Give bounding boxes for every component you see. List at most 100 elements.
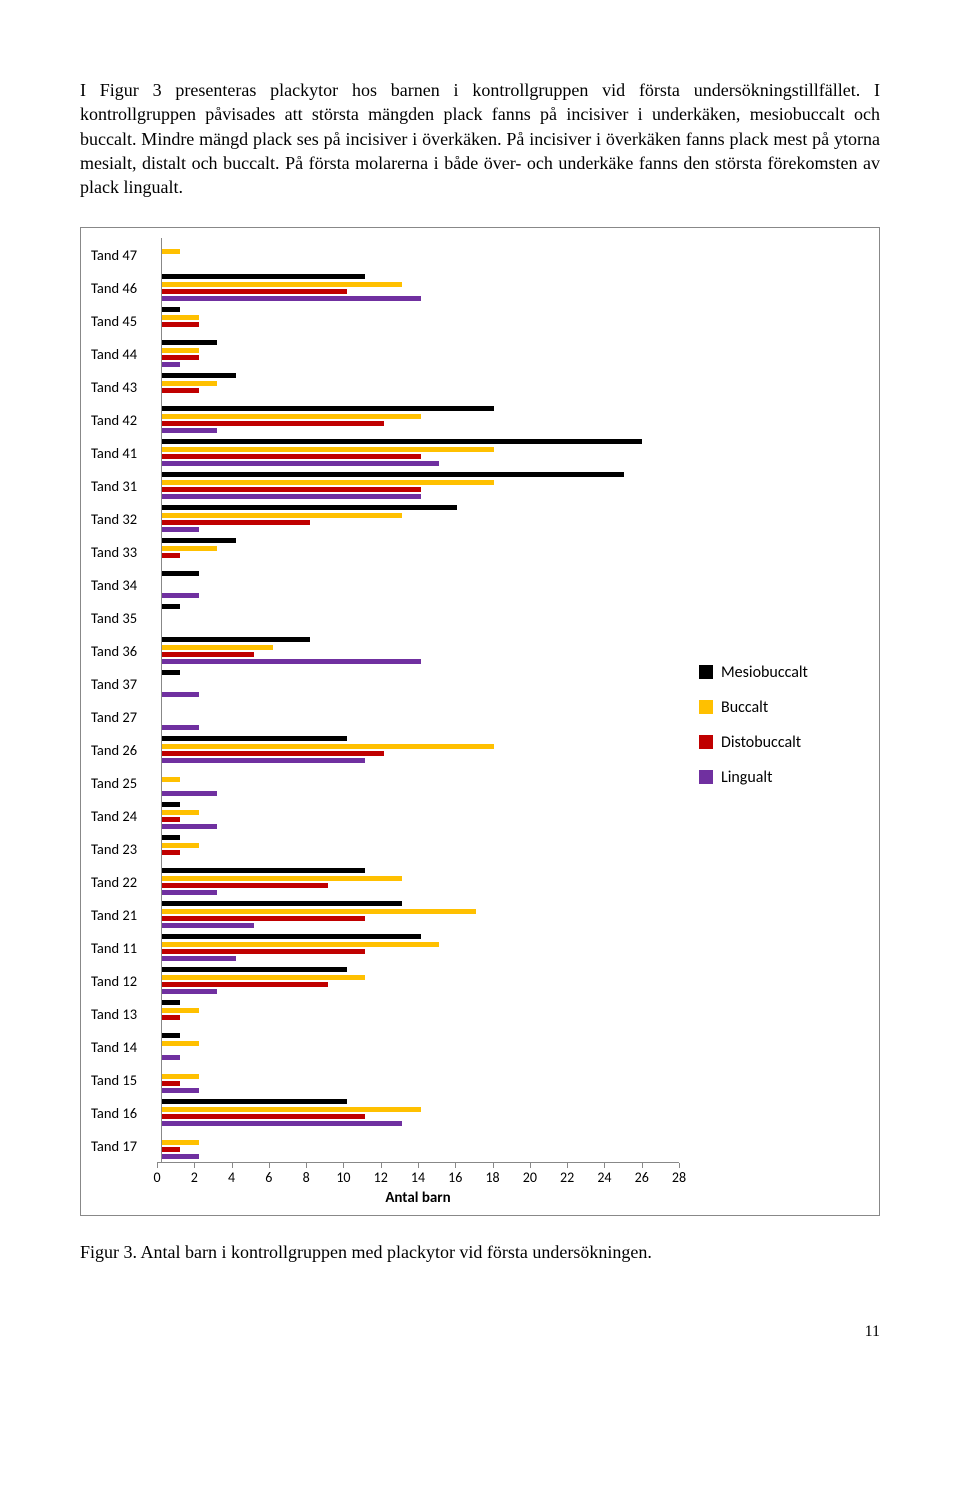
bar xyxy=(162,538,236,543)
bar xyxy=(162,1033,180,1038)
bars-cell xyxy=(161,931,679,964)
category-row: Tand 27 xyxy=(91,700,679,733)
bar xyxy=(162,645,273,650)
bars-cell xyxy=(161,1063,679,1096)
category-label: Tand 36 xyxy=(91,642,161,660)
category-row: Tand 42 xyxy=(91,403,679,436)
category-label: Tand 13 xyxy=(91,1005,161,1023)
bar xyxy=(162,934,421,939)
x-tick-label: 2 xyxy=(191,1169,198,1186)
bar xyxy=(162,901,402,906)
bars-cell xyxy=(161,667,679,700)
chart-container: Tand 47Tand 46Tand 45Tand 44Tand 43Tand … xyxy=(80,227,880,1216)
x-tick-label: 4 xyxy=(228,1169,235,1186)
x-tick-label: 24 xyxy=(597,1169,611,1186)
category-label: Tand 46 xyxy=(91,279,161,297)
legend-item: Lingualt xyxy=(699,768,869,787)
category-row: Tand 25 xyxy=(91,766,679,799)
bar xyxy=(162,307,180,312)
category-label: Tand 25 xyxy=(91,774,161,792)
bar xyxy=(162,546,217,551)
category-label: Tand 12 xyxy=(91,972,161,990)
bar xyxy=(162,593,199,598)
bar xyxy=(162,1008,199,1013)
bar xyxy=(162,949,365,954)
bar xyxy=(162,942,439,947)
x-tick-label: 16 xyxy=(448,1169,462,1186)
bar xyxy=(162,835,180,840)
chart-legend: MesiobuccaltBuccaltDistobuccaltLingualt xyxy=(679,238,869,1211)
bar xyxy=(162,791,217,796)
category-row: Tand 17 xyxy=(91,1129,679,1162)
bars-cell xyxy=(161,634,679,667)
bar xyxy=(162,428,217,433)
legend-item: Buccalt xyxy=(699,698,869,717)
bar xyxy=(162,1147,180,1152)
category-row: Tand 33 xyxy=(91,535,679,568)
legend-label: Distobuccalt xyxy=(721,733,801,752)
bar xyxy=(162,454,421,459)
bar xyxy=(162,868,365,873)
bar xyxy=(162,1000,180,1005)
bar xyxy=(162,659,421,664)
x-tick-label: 26 xyxy=(635,1169,649,1186)
x-tick-label: 22 xyxy=(560,1169,574,1186)
bar xyxy=(162,1140,199,1145)
bar xyxy=(162,505,457,510)
bars-cell xyxy=(161,799,679,832)
bar xyxy=(162,322,199,327)
bar xyxy=(162,967,347,972)
bar xyxy=(162,494,421,499)
x-tick-label: 0 xyxy=(153,1169,160,1186)
bar xyxy=(162,637,310,642)
x-axis: 0246810121416182022242628Antal barn xyxy=(157,1162,679,1211)
category-row: Tand 12 xyxy=(91,964,679,997)
bars-cell xyxy=(161,1096,679,1129)
figure-caption: Figur 3. Antal barn i kontrollgruppen me… xyxy=(80,1242,880,1263)
category-label: Tand 43 xyxy=(91,378,161,396)
legend-label: Lingualt xyxy=(721,768,772,787)
bars-cell xyxy=(161,502,679,535)
category-row: Tand 34 xyxy=(91,568,679,601)
bar xyxy=(162,289,347,294)
category-label: Tand 37 xyxy=(91,675,161,693)
category-label: Tand 21 xyxy=(91,906,161,924)
page-number: 11 xyxy=(80,1323,880,1341)
x-tick-label: 8 xyxy=(303,1169,310,1186)
bar xyxy=(162,1088,199,1093)
category-label: Tand 17 xyxy=(91,1137,161,1155)
legend-swatch xyxy=(699,735,713,749)
bars-cell xyxy=(161,898,679,931)
bar-chart: Tand 47Tand 46Tand 45Tand 44Tand 43Tand … xyxy=(91,238,679,1211)
legend-swatch xyxy=(699,700,713,714)
category-label: Tand 31 xyxy=(91,477,161,495)
bar xyxy=(162,982,328,987)
category-row: Tand 22 xyxy=(91,865,679,898)
x-axis-title: Antal barn xyxy=(385,1189,450,1207)
bars-cell xyxy=(161,238,679,271)
bar xyxy=(162,744,494,749)
category-label: Tand 15 xyxy=(91,1071,161,1089)
bars-cell xyxy=(161,337,679,370)
bar xyxy=(162,1099,347,1104)
bar xyxy=(162,249,180,254)
bar xyxy=(162,817,180,822)
category-row: Tand 15 xyxy=(91,1063,679,1096)
category-label: Tand 42 xyxy=(91,411,161,429)
x-tick-label: 14 xyxy=(411,1169,425,1186)
bar xyxy=(162,843,199,848)
bars-cell xyxy=(161,403,679,436)
category-label: Tand 23 xyxy=(91,840,161,858)
category-label: Tand 33 xyxy=(91,543,161,561)
bar xyxy=(162,381,217,386)
bar xyxy=(162,553,180,558)
category-row: Tand 24 xyxy=(91,799,679,832)
category-label: Tand 14 xyxy=(91,1038,161,1056)
category-row: Tand 21 xyxy=(91,898,679,931)
legend-item: Distobuccalt xyxy=(699,733,869,752)
bar xyxy=(162,296,421,301)
category-label: Tand 32 xyxy=(91,510,161,528)
bar xyxy=(162,1055,180,1060)
x-tick-label: 12 xyxy=(374,1169,388,1186)
bar xyxy=(162,520,310,525)
